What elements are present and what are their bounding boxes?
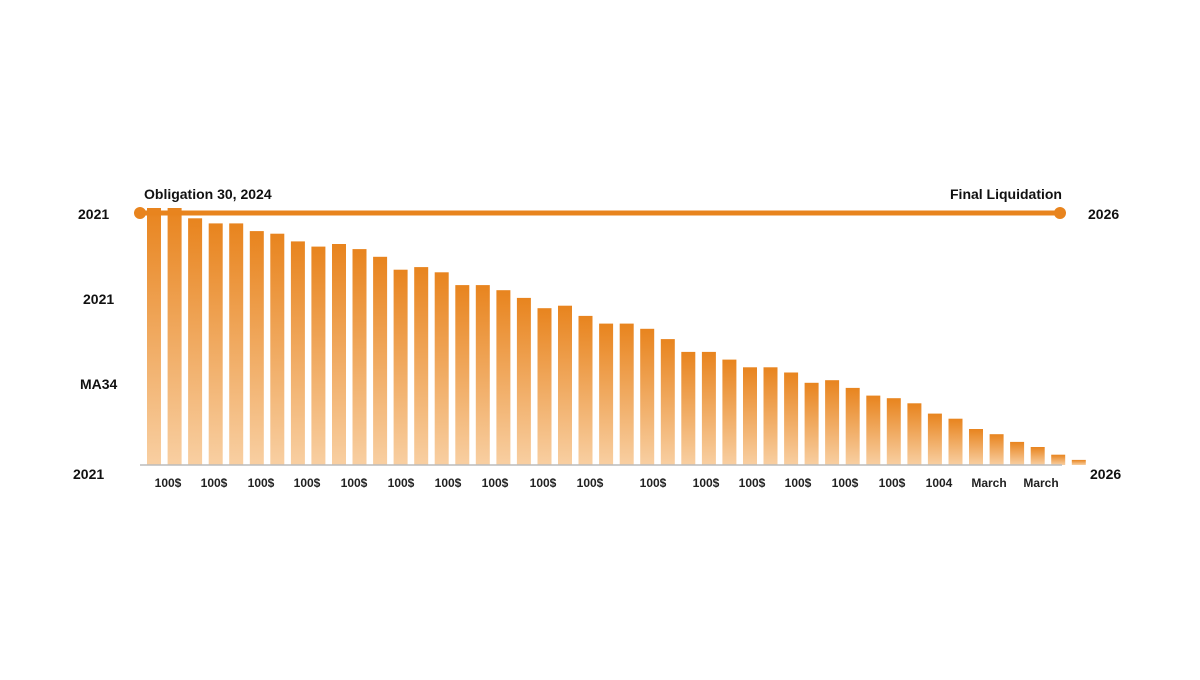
bar-17 [475,285,490,465]
timeline-start-label: Obligation 30, 2024 [144,186,272,202]
bar-30 [743,367,757,465]
bar-6 [249,231,264,465]
x-tick-label: 100$ [248,476,275,490]
bar-14 [414,267,429,465]
timeline-left-year: 2021 [78,206,109,222]
x-tick-label: 100$ [155,476,182,490]
x-tick-label: 100$ [693,476,720,490]
x-tick-label: March [1023,476,1058,490]
bar-26 [660,339,675,465]
right-bottom-label: 2026 [1090,466,1121,482]
x-tick-label: 100$ [388,476,415,490]
bar-45 [1051,454,1066,465]
bar-29 [722,359,737,465]
bar-13 [393,269,408,465]
bars-layer [147,208,1086,466]
bar-22 [578,315,593,465]
x-tick-label: 100$ [640,476,667,490]
timeline-end-dot [1054,207,1066,219]
x-tick-label: 100$ [482,476,509,490]
bar-42 [989,434,1004,465]
x-tick-label: 100$ [341,476,368,490]
bar-11 [352,249,367,465]
bar-3 [188,218,203,465]
x-tick-label: 100$ [785,476,812,490]
bar-19 [516,297,531,465]
bar-10 [332,244,346,465]
bar-27 [681,351,696,465]
x-ticks-layer: 100$ 100$ 100$ 100$ 100$ 100$ 100$ 100$ 100$ 100$… [155,476,1059,490]
x-tick-label: 100$ [294,476,321,490]
y-axis-label-middle: MA34 [80,376,118,392]
x-tick-label: 100$ [201,476,228,490]
bar-9 [311,246,326,465]
bar-34 [825,380,840,465]
x-tick-label: 1004 [926,476,953,490]
bar-15 [434,272,449,466]
bar-46 [1071,459,1086,465]
bar-32 [784,372,799,465]
bar-1 [147,208,161,465]
timeline-start-dot [134,207,146,219]
x-tick-label: 100$ [435,476,462,490]
bar-38 [907,403,922,465]
bar-21 [558,305,572,465]
bar-16 [455,285,470,465]
y-axis-label-upper: 2021 [83,291,114,307]
bar-4 [208,223,223,465]
bar-35 [845,387,860,465]
bar-5 [229,223,244,465]
bar-37 [886,398,901,465]
bar-12 [373,256,388,465]
bar-40 [948,418,963,465]
bar-31 [763,367,778,465]
bar-20 [537,308,552,465]
bar-24 [619,323,634,465]
x-tick-label: 100$ [577,476,604,490]
bar-39 [927,413,942,465]
bar-8 [290,241,305,465]
bar-23 [599,323,614,465]
x-tick-label: 100$ [739,476,766,490]
bar-44 [1030,447,1045,465]
x-tick-label: 100$ [832,476,859,490]
bar-28 [701,351,716,465]
bar-7 [270,233,285,465]
y-axis-label-bottom: 2021 [73,466,104,482]
bar-41 [969,429,983,465]
timeline-end-label: Final Liquidation [950,186,1062,202]
bar-36 [866,395,881,465]
bar-2 [167,208,182,465]
bar-43 [1010,441,1025,465]
x-tick-label: 100$ [530,476,557,490]
bar-25 [640,328,655,465]
x-tick-label: 100$ [879,476,906,490]
timeline-right-year: 2026 [1088,206,1119,222]
x-tick-label: March [971,476,1006,490]
bar-33 [804,382,819,465]
bar-18 [496,290,511,465]
